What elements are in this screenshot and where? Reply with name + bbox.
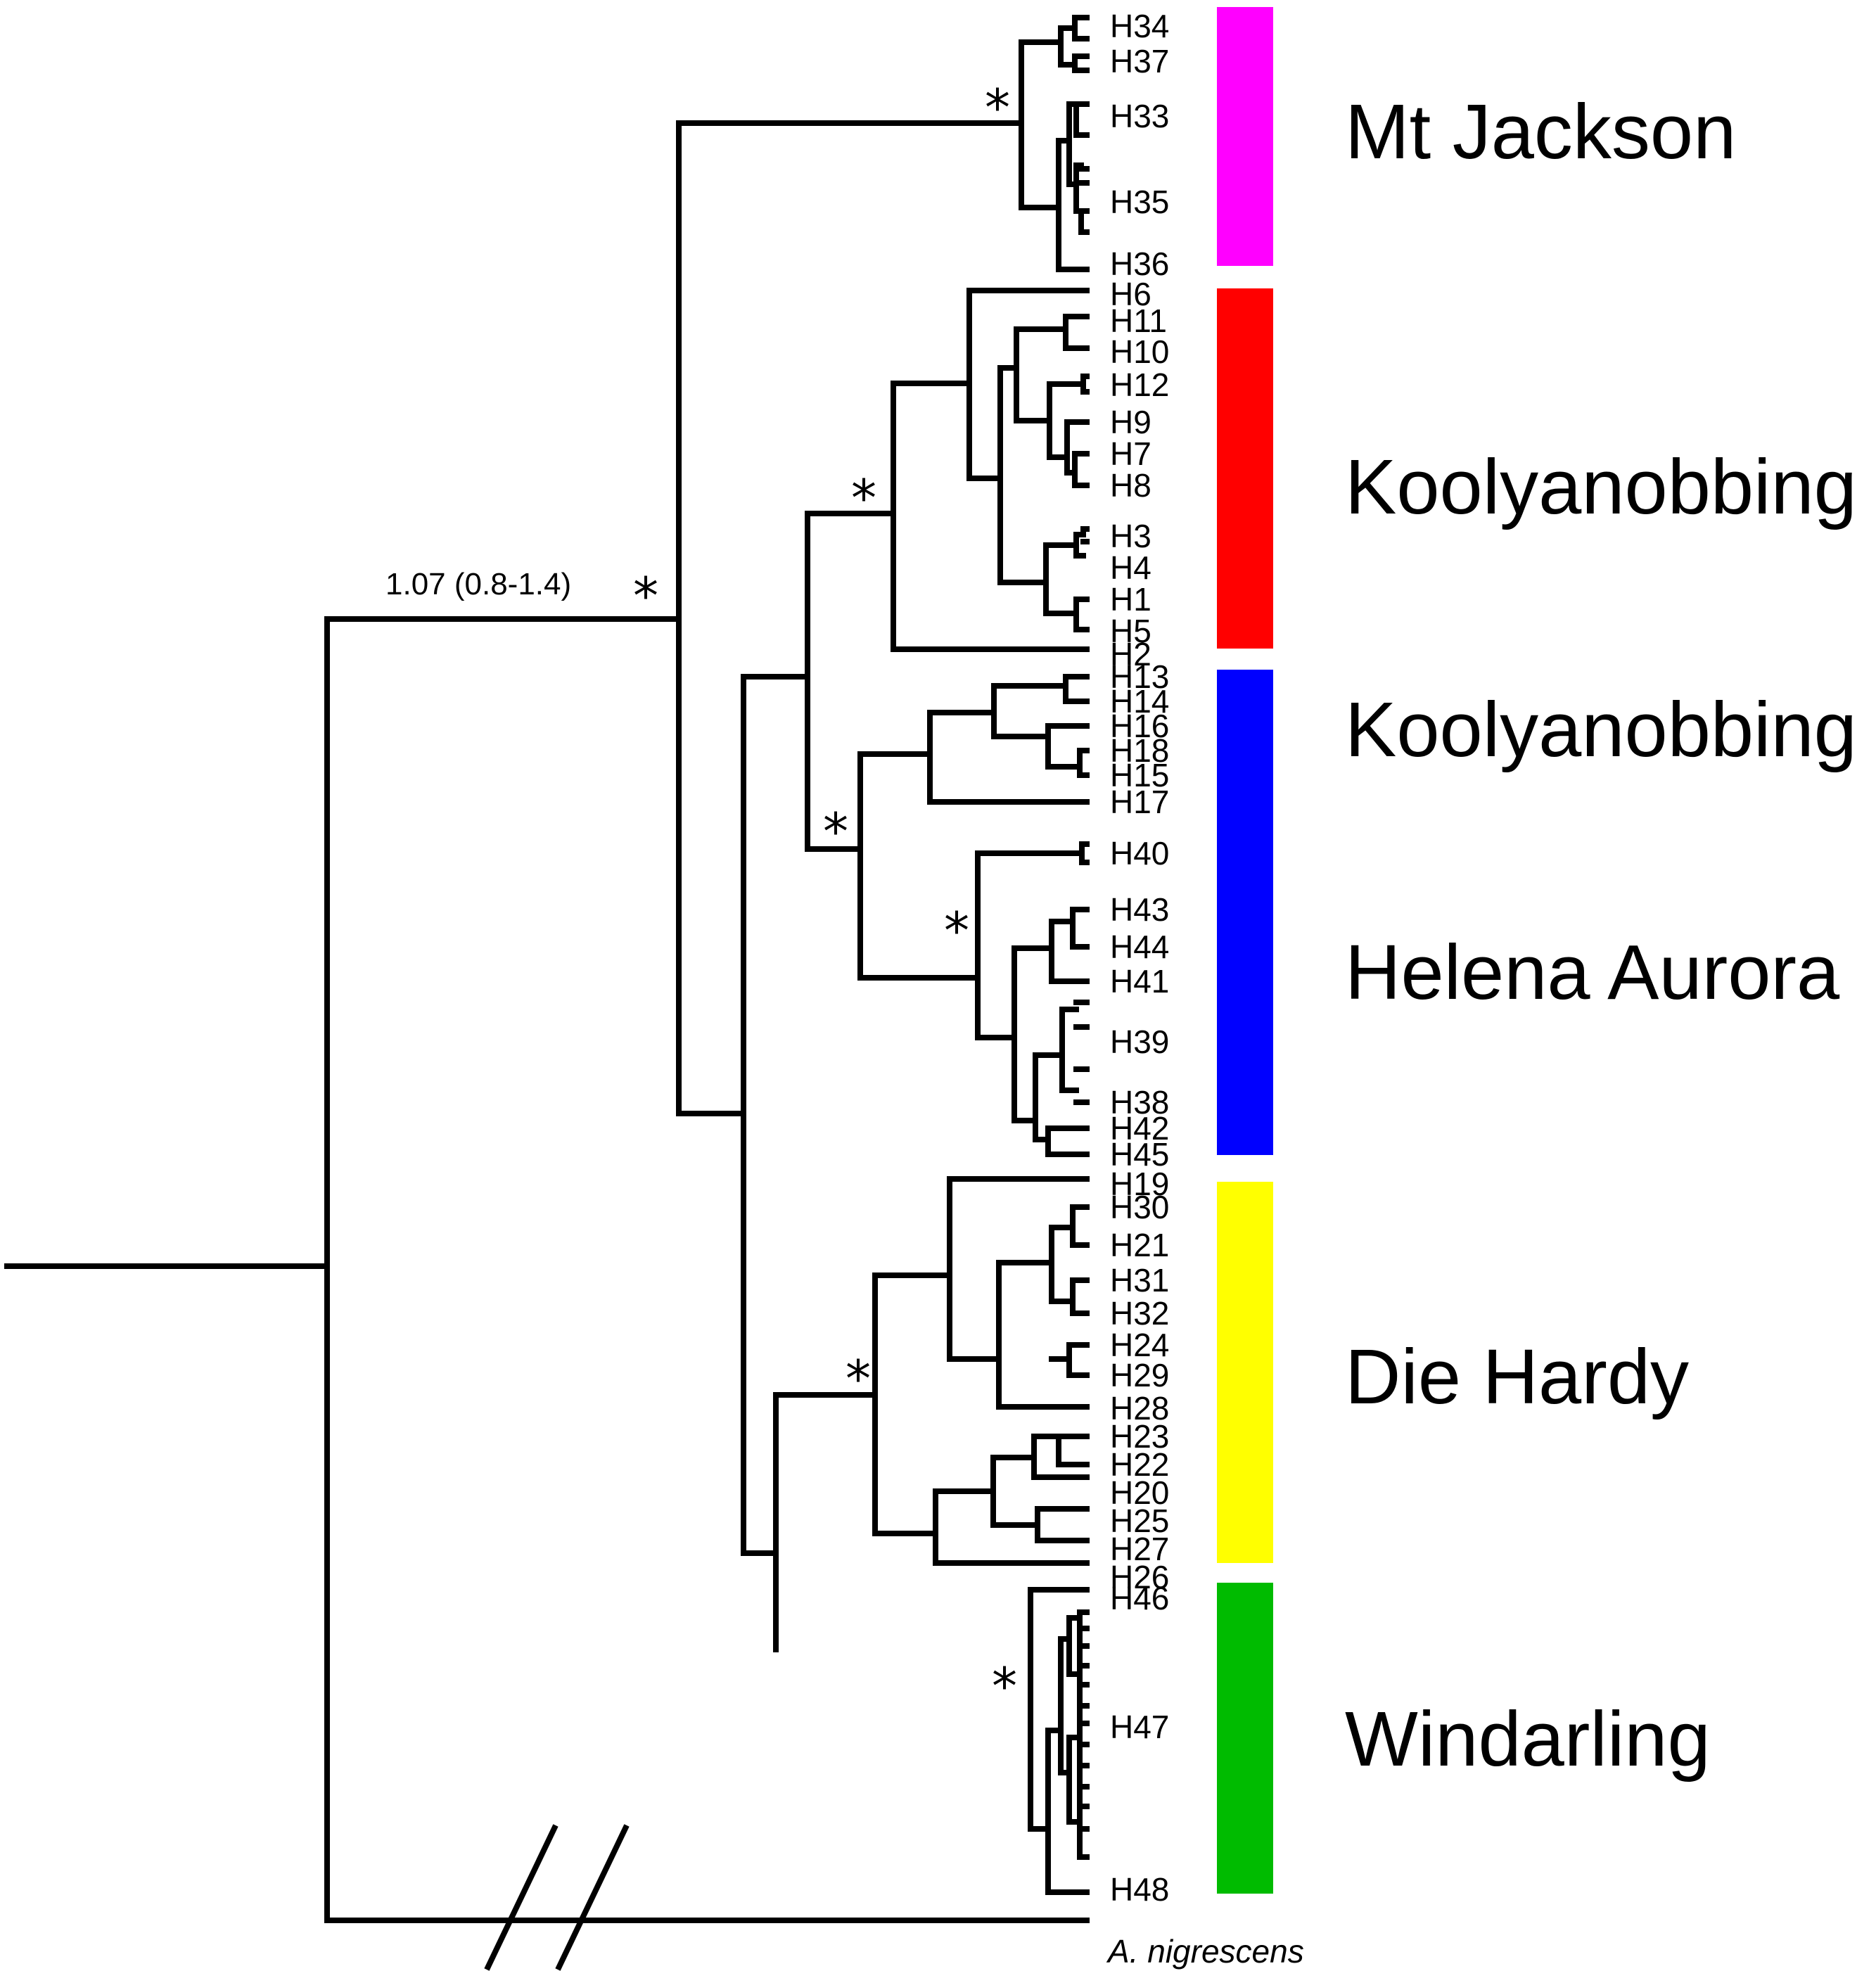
tip-label-h7: H7 (1110, 435, 1151, 472)
clade-label-5: Die Hardy (1345, 1334, 1689, 1420)
star-red: * (851, 468, 876, 528)
tip-label-h13: H13 (1110, 658, 1169, 695)
tip-label-h14: H14 (1110, 683, 1169, 720)
tip-label-h31: H31 (1110, 1262, 1169, 1299)
tip-label-h19: H19 (1110, 1166, 1169, 1202)
clade-color-bars (1217, 7, 1273, 1894)
tip-label-h33: H33 (1110, 98, 1169, 134)
outgroup-label: A. nigrescens (1106, 1933, 1304, 1970)
tip-label-h17: H17 (1110, 784, 1169, 820)
tip-label-h47: H47 (1110, 1709, 1169, 1745)
support-stars: * * * * * * * (633, 78, 1017, 1716)
tip-label-h12: H12 (1110, 366, 1169, 403)
root-node-age-label: 1.07 (0.8-1.4) (385, 567, 571, 601)
tip-label-h27: H27 (1110, 1531, 1169, 1567)
tip-label-h41: H41 (1110, 963, 1169, 1000)
clade-bar-1 (1217, 7, 1273, 266)
tip-label-h35: H35 (1110, 184, 1169, 220)
star-helena: * (944, 901, 969, 960)
clade-bar-3 (1217, 670, 1273, 1155)
clade-bar-2 (1217, 288, 1273, 649)
tip-label-h34: H34 (1110, 8, 1169, 44)
tip-label-h48: H48 (1110, 1871, 1169, 1908)
tip-label-h4: H4 (1110, 549, 1151, 586)
axis-break-marks (484, 1824, 630, 1971)
star-windarling: * (992, 1657, 1017, 1716)
tip-label-h28: H28 (1110, 1390, 1169, 1427)
tip-label-h29: H29 (1110, 1357, 1169, 1393)
star-root-ingroup: * (633, 566, 658, 625)
tip-label-h15: H15 (1110, 757, 1169, 793)
tip-label-h38: H38 (1110, 1084, 1169, 1121)
tip-label-h3: H3 (1110, 518, 1151, 554)
tip-label-h44: H44 (1110, 929, 1169, 965)
clade-bar-5 (1217, 1583, 1273, 1894)
star-kb-helena: * (823, 802, 848, 861)
tip-label-h18: H18 (1110, 732, 1169, 769)
clade-label-3: Koolyanobbing (1345, 687, 1857, 773)
clade-label-2: Koolyanobbing (1345, 444, 1857, 530)
tip-label-h8: H8 (1110, 467, 1151, 504)
tip-label-h2: H2 (1110, 636, 1151, 672)
tip-label-h20: H20 (1110, 1474, 1169, 1511)
tip-label-h36: H36 (1110, 245, 1169, 282)
tip-label-h32: H32 (1110, 1295, 1169, 1332)
tip-label-h45: H45 (1110, 1136, 1169, 1173)
tip-label-h21: H21 (1110, 1227, 1169, 1263)
tip-label-h39: H39 (1110, 1023, 1169, 1060)
tip-label-h37: H37 (1110, 43, 1169, 79)
tip-label-h22: H22 (1110, 1446, 1169, 1483)
tip-label-h26: H26 (1110, 1559, 1169, 1595)
tip-label-h9: H9 (1110, 404, 1151, 440)
clade-label-6: Windarling (1345, 1696, 1711, 1782)
tip-label-h10: H10 (1110, 333, 1169, 370)
clade-label-4: Helena Aurora (1345, 929, 1840, 1016)
tip-label-h5: H5 (1110, 613, 1151, 649)
tip-label-h24: H24 (1110, 1327, 1169, 1363)
clade-label-1: Mt Jackson (1345, 89, 1736, 175)
tip-label-h46: H46 (1110, 1580, 1169, 1616)
star-mtjackson: * (985, 78, 1010, 137)
tip-label-h23: H23 (1110, 1418, 1169, 1455)
tip-label-h40: H40 (1110, 835, 1169, 872)
clade-labels: Mt Jackson Koolyanobbing Koolyanobbing Hele… (1345, 89, 1857, 1782)
tree-branches (4, 15, 1090, 1923)
star-diehardy: * (846, 1349, 871, 1408)
tip-label-h43: H43 (1110, 891, 1169, 928)
tip-label-h1: H1 (1110, 581, 1151, 618)
clade-bar-4 (1217, 1182, 1273, 1563)
tip-label-h42: H42 (1110, 1110, 1169, 1147)
tip-label-h6: H6 (1110, 276, 1151, 312)
tip-label-h16: H16 (1110, 708, 1169, 744)
tip-label-h11: H11 (1110, 302, 1167, 339)
tip-label-h30: H30 (1110, 1189, 1169, 1225)
tip-label-h25: H25 (1110, 1503, 1169, 1539)
